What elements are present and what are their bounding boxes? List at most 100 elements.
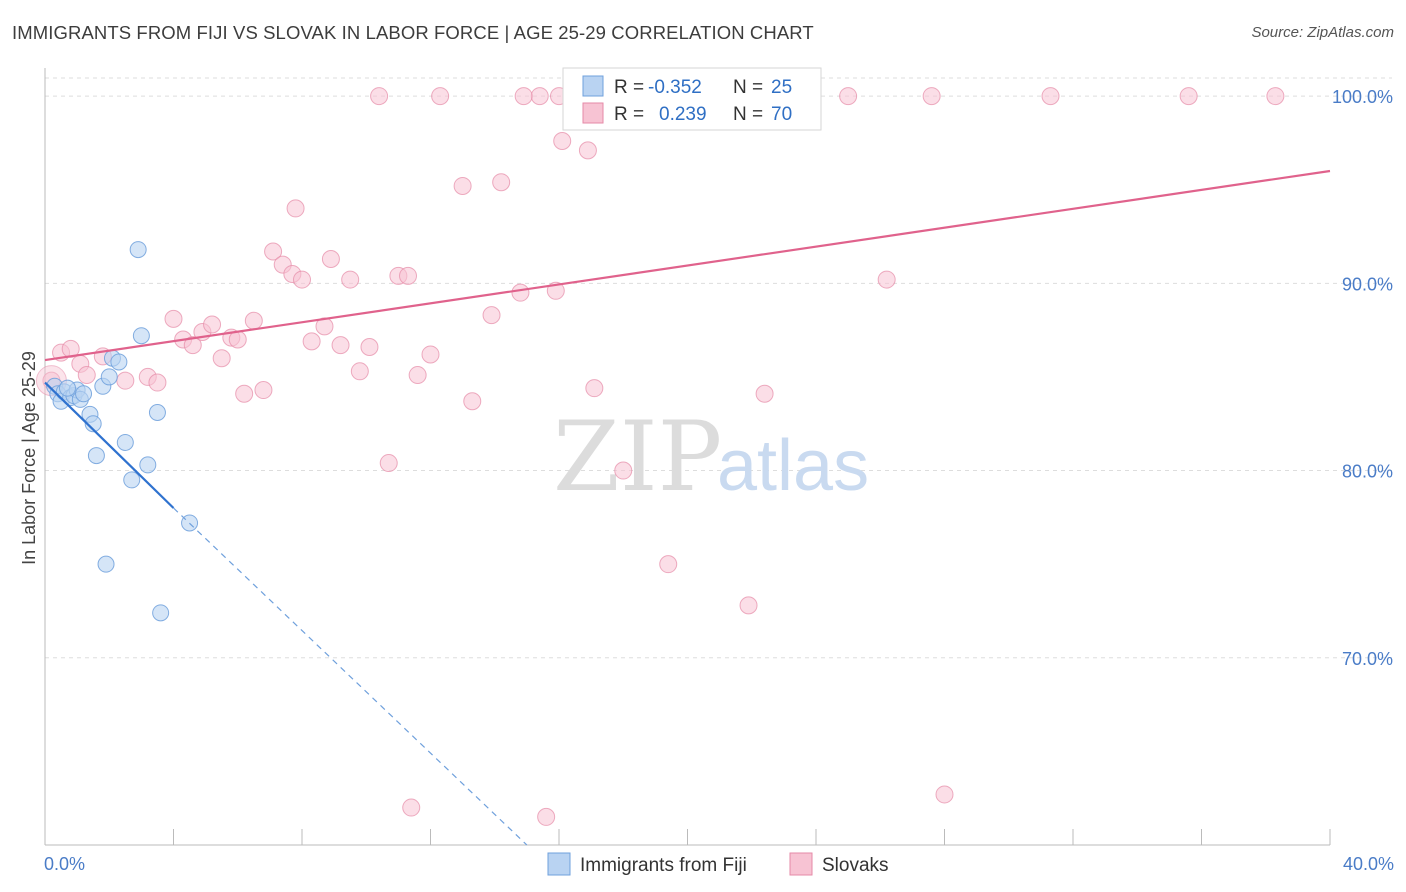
- fiji-point: [132, 327, 150, 345]
- slovak-point: [183, 336, 202, 355]
- slovak-point: [514, 87, 533, 106]
- slovak-point: [164, 309, 183, 328]
- trend-lines: [44, 169, 1331, 846]
- y-axis-title: In Labor Force | Age 25-29: [19, 351, 39, 565]
- fiji-point: [148, 404, 166, 422]
- slovak-point: [877, 270, 896, 289]
- slovak-point: [77, 366, 96, 385]
- slovak-point: [370, 87, 389, 106]
- stats-legend-r-label-fiji: R =: [614, 77, 644, 98]
- slovak-point: [379, 454, 398, 473]
- slovak-point: [212, 349, 231, 368]
- slovak-point: [360, 337, 379, 356]
- slovak-point: [321, 249, 340, 268]
- stats-legend-n-value-fiji: 25: [771, 77, 792, 98]
- slovak-point: [553, 132, 572, 151]
- slovak-point: [402, 798, 421, 817]
- slovak-point: [537, 807, 556, 826]
- fiji-point: [129, 241, 147, 259]
- series-legend-swatch-slovaks: [789, 852, 813, 876]
- fiji-trend-line: [44, 381, 175, 509]
- stats-legend-n-label-fiji: N =: [733, 77, 763, 98]
- slovak-point: [235, 384, 254, 403]
- watermark-zip: ZIP: [553, 401, 722, 513]
- stats-legend-r-label-slovaks: R =: [614, 104, 644, 125]
- x-tick-label: 40.0%: [1343, 854, 1394, 874]
- stats-legend-n-label-slovaks: N =: [733, 104, 763, 125]
- y-tick-labels: 70.0% 80.0% 90.0% 100.0%: [1332, 87, 1393, 669]
- slovak-point: [614, 461, 633, 480]
- stats-legend: R = -0.352 N = 25 R = 0.239 N = 70: [562, 67, 822, 131]
- stats-legend-swatch-fiji: [582, 75, 604, 97]
- slovak-point: [350, 362, 369, 381]
- series-legend-swatch-fiji: [547, 852, 571, 876]
- source-label: Source: ZipAtlas.com: [1251, 24, 1394, 41]
- slovak-point: [935, 785, 954, 804]
- y-axis-label: In Labor Force | Age 25-29: [19, 351, 39, 565]
- slovak-point: [203, 315, 222, 334]
- y-tick-label: 90.0%: [1342, 274, 1393, 294]
- slovak-trend-line: [44, 169, 1331, 362]
- slovak-point: [408, 366, 427, 385]
- fiji-point: [75, 385, 93, 403]
- slovak-point: [1266, 87, 1285, 106]
- series-legend-label-slovaks: Slovaks: [822, 855, 889, 876]
- slovak-point: [578, 141, 597, 160]
- y-tick-label: 70.0%: [1342, 649, 1393, 669]
- slovak-point: [244, 311, 263, 330]
- fiji-point: [110, 353, 128, 371]
- slovak-point: [530, 87, 549, 106]
- series-legend-label-fiji: Immigrants from Fiji: [580, 855, 747, 876]
- slovak-point: [839, 87, 858, 106]
- slovak-point: [399, 266, 418, 285]
- slovak-point: [293, 270, 311, 289]
- stats-legend-swatch-slovaks: [582, 102, 604, 124]
- series-legend: Immigrants from Fiji Slovaks: [547, 852, 889, 876]
- slovak-point: [482, 306, 501, 325]
- fiji-point: [139, 456, 157, 474]
- slovak-point: [755, 384, 774, 403]
- slovak-point: [739, 596, 758, 615]
- slovak-point: [264, 242, 283, 261]
- slovak-point: [148, 373, 167, 392]
- fiji-point: [87, 447, 105, 465]
- gridlines: [45, 77, 1392, 659]
- stats-legend-r-value-slovaks: 0.239: [659, 104, 707, 125]
- slovak-point: [1041, 87, 1060, 106]
- fiji-point: [97, 555, 115, 573]
- slovak-point: [254, 381, 273, 400]
- fiji-point: [123, 471, 141, 489]
- fiji-point: [100, 368, 118, 386]
- axes: [44, 68, 1331, 846]
- slovak-point: [922, 87, 941, 106]
- stats-legend-box: [562, 67, 822, 131]
- slovak-point: [421, 345, 440, 364]
- watermark-atlas: atlas: [717, 426, 869, 506]
- fiji-point: [152, 604, 170, 622]
- y-tick-label: 80.0%: [1342, 462, 1393, 482]
- slovak-point: [492, 173, 511, 192]
- slovak-point: [511, 283, 530, 302]
- slovak-point: [341, 270, 360, 289]
- slovak-point: [331, 336, 350, 355]
- slovak-point: [1179, 87, 1198, 106]
- slovak-point: [116, 371, 135, 390]
- y-tick-label: 100.0%: [1332, 87, 1393, 107]
- x-tick-labels: 0.0% 40.0%: [44, 854, 1394, 874]
- chart-title: IMMIGRANTS FROM FIJI VS SLOVAK IN LABOR …: [12, 22, 814, 43]
- slovak-point: [463, 392, 482, 411]
- slovak-point: [431, 87, 450, 106]
- fiji-trend-extension: [173, 507, 528, 846]
- slovak-point: [659, 555, 678, 574]
- stats-legend-n-value-slovaks: 70: [771, 104, 792, 125]
- slovak-point: [302, 332, 321, 351]
- series-fiji: [46, 241, 199, 622]
- fiji-point: [58, 379, 76, 397]
- stats-legend-r-value-fiji: -0.352: [648, 77, 702, 98]
- series-slovaks: [35, 87, 1285, 826]
- slovak-point: [453, 176, 472, 195]
- slovak-point: [585, 379, 604, 398]
- watermark: ZIP atlas: [553, 401, 869, 513]
- slovak-point: [286, 199, 305, 218]
